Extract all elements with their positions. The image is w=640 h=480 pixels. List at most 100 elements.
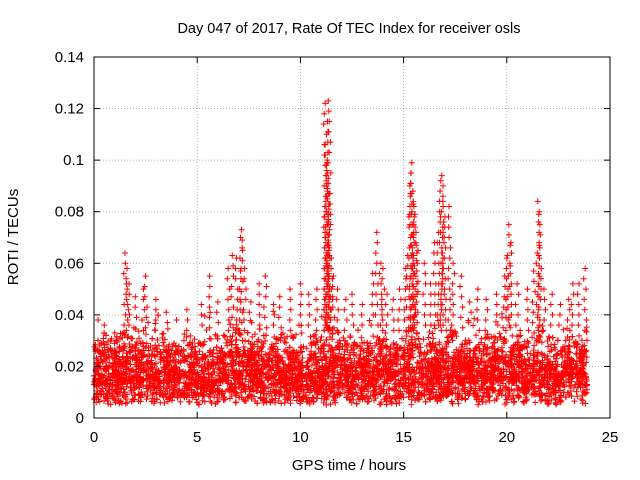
data-point <box>145 319 152 326</box>
data-point <box>355 327 362 334</box>
data-point <box>479 398 486 405</box>
data-point <box>471 315 478 322</box>
data-point <box>223 339 230 346</box>
data-point <box>430 335 437 342</box>
data-point <box>455 385 462 392</box>
data-point <box>498 310 505 317</box>
data-point <box>470 322 477 329</box>
data-point <box>232 399 239 406</box>
data-point <box>414 359 421 366</box>
data-point <box>574 393 581 400</box>
data-point <box>554 337 561 344</box>
data-point <box>453 333 460 340</box>
data-point <box>317 337 324 344</box>
data-point <box>427 347 434 354</box>
data-point <box>491 350 498 357</box>
data-point <box>201 312 208 319</box>
data-point <box>382 329 389 336</box>
data-point <box>407 373 414 380</box>
data-point <box>358 334 365 341</box>
data-point <box>583 328 590 335</box>
data-point <box>225 367 232 374</box>
data-point <box>565 342 572 349</box>
data-point <box>164 325 171 332</box>
data-point <box>408 401 415 408</box>
data-point <box>366 317 373 324</box>
data-point <box>287 400 294 407</box>
data-points <box>91 97 591 408</box>
data-point <box>126 348 133 355</box>
data-point <box>370 333 377 340</box>
data-point <box>551 341 558 348</box>
data-point <box>532 399 539 406</box>
data-point <box>159 330 166 337</box>
data-point <box>304 398 311 405</box>
data-point <box>389 385 396 392</box>
data-point <box>538 350 545 357</box>
data-point <box>475 401 482 408</box>
data-point <box>318 333 325 340</box>
data-point <box>201 338 208 345</box>
data-point <box>538 339 545 346</box>
data-point <box>298 329 305 336</box>
data-point <box>517 327 524 334</box>
data-point <box>478 335 485 342</box>
data-point <box>242 376 249 383</box>
data-point <box>426 329 433 336</box>
data-point <box>459 341 466 348</box>
data-point <box>206 335 213 342</box>
data-point <box>283 388 290 395</box>
data-point <box>408 336 415 343</box>
data-point <box>502 401 509 408</box>
data-point <box>560 326 567 333</box>
data-point <box>213 344 220 351</box>
chart-title: Day 047 of 2017, Rate Of TEC Index for r… <box>177 21 520 37</box>
data-point <box>240 343 247 350</box>
data-point <box>387 398 394 405</box>
data-point <box>347 332 354 339</box>
data-point <box>431 325 438 332</box>
data-point <box>549 334 556 341</box>
data-point <box>571 398 578 405</box>
data-point <box>299 354 306 361</box>
data-point <box>249 333 256 340</box>
data-point <box>327 401 334 408</box>
data-point <box>125 333 132 340</box>
data-point <box>252 331 258 338</box>
data-point <box>224 342 231 349</box>
data-point <box>196 348 203 355</box>
data-point <box>278 331 285 338</box>
data-point <box>483 351 490 358</box>
data-point <box>383 401 390 408</box>
data-point <box>254 351 261 358</box>
data-point <box>409 333 416 340</box>
data-point <box>284 397 291 404</box>
data-point <box>415 335 422 342</box>
data-point <box>180 337 187 344</box>
data-point <box>311 351 318 358</box>
data-point <box>583 354 590 361</box>
data-point <box>372 342 379 349</box>
data-point <box>473 332 480 339</box>
data-point <box>396 399 403 406</box>
data-point <box>149 335 156 342</box>
data-point <box>281 335 288 342</box>
data-point <box>124 334 131 341</box>
data-point <box>429 330 436 337</box>
data-point <box>135 328 142 335</box>
data-point <box>124 399 131 406</box>
data-point <box>237 389 244 396</box>
data-point <box>524 344 531 351</box>
data-point <box>270 308 277 315</box>
data-point <box>206 352 213 359</box>
data-point <box>157 399 164 406</box>
data-point <box>537 397 544 404</box>
data-point <box>573 388 580 395</box>
data-point <box>233 336 240 343</box>
data-point <box>530 352 537 359</box>
data-point <box>583 337 590 344</box>
data-point <box>530 347 537 354</box>
data-point <box>297 344 304 351</box>
data-point <box>135 398 142 405</box>
